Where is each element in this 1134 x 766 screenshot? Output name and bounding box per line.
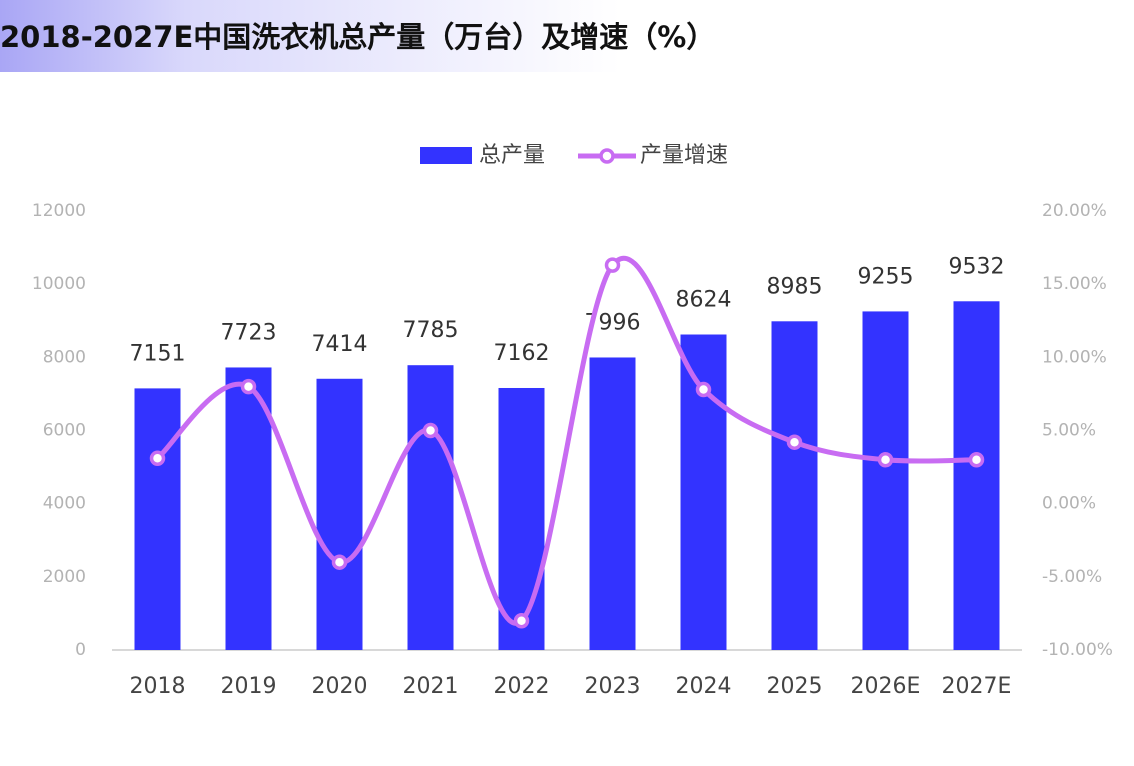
legend-label: 总产量 bbox=[479, 143, 545, 168]
y-tick-label: 12000 bbox=[32, 201, 86, 221]
y-tick-label: 8000 bbox=[43, 347, 86, 367]
y2-tick-label: 5.00% bbox=[1042, 421, 1096, 441]
title-banner bbox=[0, 0, 620, 72]
growth-point bbox=[968, 452, 985, 468]
bar bbox=[316, 378, 363, 650]
y2-tick-label: 20.00% bbox=[1042, 201, 1107, 221]
y2-tick-label: 0.00% bbox=[1042, 494, 1096, 514]
growth-point bbox=[513, 612, 530, 629]
y-tick-label: 0 bbox=[75, 640, 86, 660]
bar bbox=[134, 388, 181, 650]
bar bbox=[953, 301, 1000, 650]
y-tick-label: 4000 bbox=[43, 494, 86, 514]
growth-point bbox=[604, 257, 621, 273]
data-label: 7162 bbox=[494, 341, 550, 366]
x-tick-label: 2027E bbox=[942, 674, 1012, 699]
y-tick-label: 2000 bbox=[43, 567, 86, 587]
growth-point bbox=[240, 378, 257, 395]
legend-marker bbox=[599, 148, 615, 164]
y2-tick-label: 10.00% bbox=[1042, 347, 1107, 367]
data-label: 7785 bbox=[403, 318, 459, 343]
x-tick-label: 2023 bbox=[585, 674, 641, 699]
chart-title: 2018-2027E中国洗衣机总产量（万台）及增速（%） bbox=[0, 20, 716, 54]
growth-point bbox=[149, 450, 166, 467]
legend-swatch bbox=[420, 147, 472, 164]
bar bbox=[771, 321, 818, 650]
data-label: 7723 bbox=[221, 320, 277, 345]
x-tick-label: 2026E bbox=[851, 674, 921, 699]
data-label: 8624 bbox=[676, 288, 732, 313]
y2-tick-label: -10.00% bbox=[1042, 640, 1113, 660]
data-label: 7414 bbox=[312, 332, 368, 357]
x-tick-label: 2022 bbox=[494, 674, 550, 699]
data-label: 9532 bbox=[949, 254, 1005, 279]
growth-point bbox=[422, 422, 439, 439]
growth-point bbox=[695, 381, 712, 398]
data-label: 8985 bbox=[767, 274, 823, 299]
legend-label: 产量增速 bbox=[640, 143, 728, 168]
y-tick-label: 10000 bbox=[32, 274, 86, 294]
y2-tick-label: -5.00% bbox=[1042, 567, 1102, 587]
x-tick-label: 2021 bbox=[403, 674, 459, 699]
x-tick-label: 2020 bbox=[312, 674, 368, 699]
x-tick-label: 2019 bbox=[221, 674, 277, 699]
bar bbox=[407, 365, 454, 650]
x-tick-label: 2025 bbox=[767, 674, 823, 699]
bar bbox=[589, 357, 636, 650]
growth-point bbox=[331, 554, 348, 570]
bar bbox=[862, 311, 909, 650]
data-label: 9255 bbox=[858, 264, 914, 289]
growth-point bbox=[877, 452, 894, 468]
x-tick-label: 2018 bbox=[130, 674, 186, 699]
bar bbox=[498, 387, 545, 650]
bar bbox=[225, 367, 272, 650]
growth-line bbox=[155, 255, 977, 626]
y-tick-label: 6000 bbox=[43, 421, 86, 441]
y2-tick-label: 15.00% bbox=[1042, 274, 1107, 294]
data-label: 7151 bbox=[130, 341, 186, 366]
growth-point bbox=[786, 434, 803, 450]
x-tick-label: 2024 bbox=[676, 674, 732, 699]
